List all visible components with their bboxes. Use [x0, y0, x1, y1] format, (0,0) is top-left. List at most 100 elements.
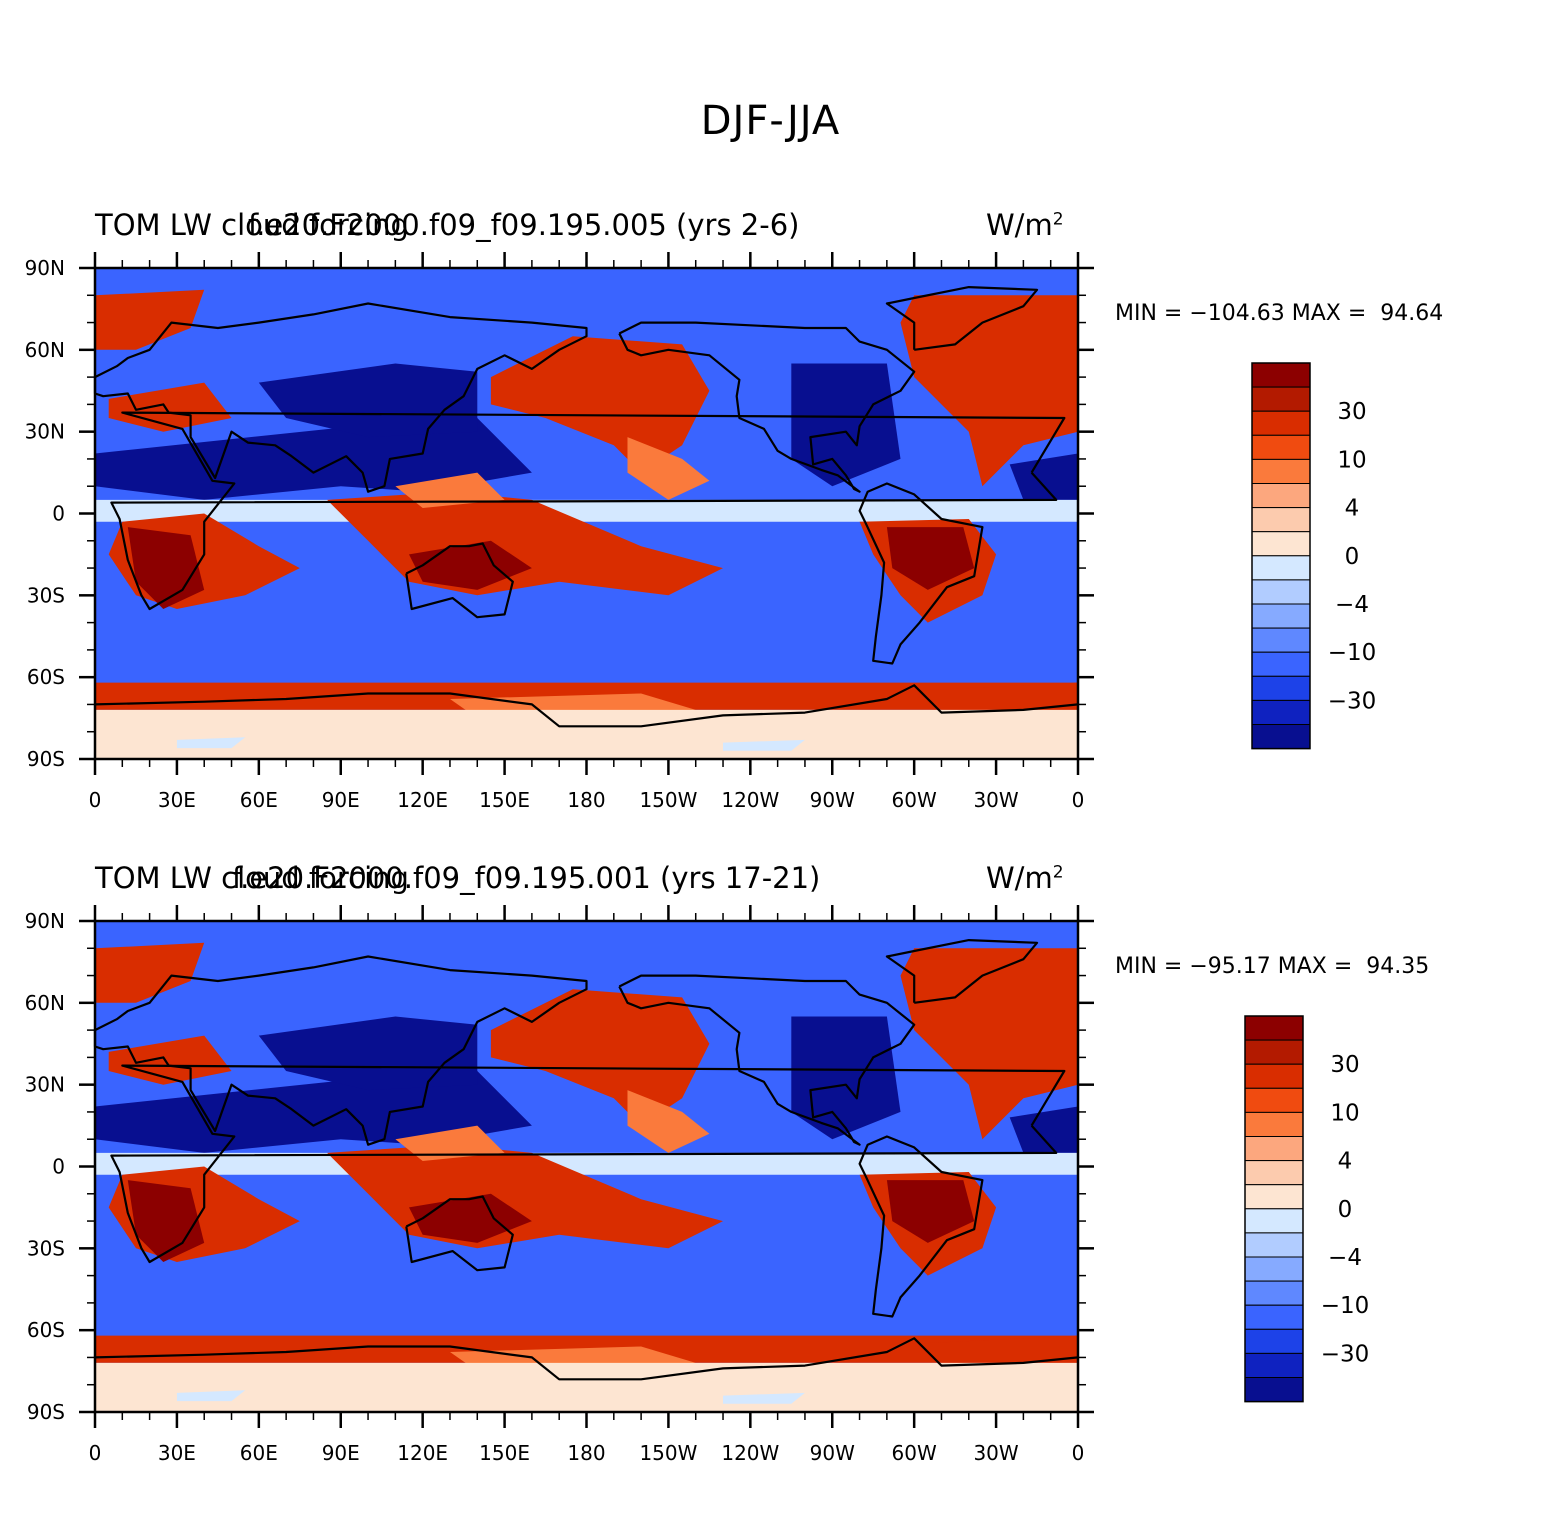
contour-region: [95, 1362, 1078, 1412]
contour-region: [791, 363, 901, 487]
colorbar-label: −10: [1328, 640, 1377, 666]
lat-label: 0: [52, 502, 65, 526]
coastline: [94, 1337, 1079, 1381]
lat-label: 60N: [25, 338, 65, 362]
contour-region: [108, 1035, 232, 1085]
colorbar-swatch: [1251, 434, 1311, 460]
coastline: [93, 955, 588, 1146]
colorbar-swatch: [1251, 699, 1311, 726]
lon-label: 90E: [322, 788, 360, 812]
lon-label: 150E: [479, 1441, 530, 1465]
lon-label: 60E: [240, 788, 278, 812]
coastline: [94, 684, 1079, 728]
colorbar-swatch: [1244, 1377, 1304, 1403]
lat-label: 60N: [25, 991, 65, 1015]
colorbar-frame: [1251, 362, 1311, 750]
colorbar-swatch: [1251, 410, 1311, 436]
map-panel-bottom: 90N 60N 30N 0 30S 60S 90S 0 30E 60E 90E 120E 150E 180…: [0, 653, 1541, 1473]
lon-label: 120W: [721, 788, 779, 812]
contour-region: [914, 682, 1078, 710]
lat-label: 30S: [27, 1236, 65, 1260]
colorbar-label: −30: [1321, 1341, 1370, 1367]
lon-label: 120E: [397, 788, 448, 812]
case-label: f.e20.F2000.f09_f09.195.001 (yrs 17-21): [232, 861, 821, 895]
lon-label: 120E: [397, 1441, 448, 1465]
contour-region: [95, 709, 1078, 759]
colorbar-label: −4: [1328, 1245, 1362, 1271]
contour-region: [258, 363, 478, 438]
colorbar-swatch: [1244, 1352, 1304, 1379]
contour-field: [95, 942, 1078, 1412]
colorbar-swatch: [1244, 1160, 1304, 1186]
contour-region: [127, 1180, 205, 1262]
colorbar-swatch: [1251, 555, 1311, 581]
contour-region: [95, 609, 1078, 683]
coastline: [110, 1064, 1066, 1264]
contour-region: [95, 418, 532, 500]
units-label: W/m2: [986, 208, 1064, 242]
colorbar-label: 10: [1337, 447, 1366, 473]
colorbar-swatch: [1244, 1208, 1304, 1234]
lon-label: 60E: [240, 1441, 278, 1465]
contour-region: [258, 1016, 478, 1091]
colorbar-label: 30: [1337, 399, 1366, 425]
contour-region: [490, 336, 710, 473]
colorbar-swatch: [1244, 1015, 1304, 1041]
coastline: [110, 411, 1066, 611]
lon-label: 150E: [479, 788, 530, 812]
figure-title: DJF-JJA: [700, 98, 841, 144]
coastline: [405, 1195, 514, 1272]
colorbar-swatch: [1251, 651, 1311, 677]
lon-label: 60W: [892, 788, 937, 812]
lat-label: 90S: [27, 1400, 65, 1424]
colorbar-label: −4: [1335, 592, 1369, 618]
lon-label: 180: [567, 788, 605, 812]
colorbar-swatch: [1244, 1111, 1304, 1137]
variable-label: TOM LW cloud forcing: [95, 208, 409, 242]
colorbar-swatch: [1244, 1063, 1304, 1089]
coastline: [885, 939, 1039, 1004]
colorbar-swatch: [1251, 724, 1311, 750]
map-panel-top: 90N 60N 30N 0 30S 60S 90S 0 30E 60E 90E 120E 150E 180…: [25, 208, 1444, 812]
contour-region: [791, 1016, 901, 1140]
colorbar-swatch: [1251, 458, 1311, 484]
colorbar-swatch: [1244, 1136, 1304, 1162]
contour-region: [723, 739, 805, 751]
colorbar-swatch: [1244, 1087, 1304, 1113]
contour-region: [914, 1335, 1078, 1363]
lon-label: 90E: [322, 1441, 360, 1465]
contour-region: [1009, 453, 1078, 500]
lon-label: 0: [89, 788, 102, 812]
colorbar-swatch: [1251, 483, 1311, 509]
variable-label: TOM LW cloud forcing: [95, 861, 409, 895]
lat-label: 30N: [25, 420, 65, 444]
lon-label: 120W: [721, 1441, 779, 1465]
contour-region: [627, 437, 710, 500]
contour-region: [95, 1262, 1078, 1336]
units-label: W/m2: [986, 861, 1064, 895]
coastlines: [93, 939, 1079, 1381]
coastline: [93, 302, 588, 493]
colorbar-label: −30: [1328, 688, 1377, 714]
colorbar-swatch: [1244, 1280, 1304, 1306]
colorbar-label: −10: [1321, 1293, 1370, 1319]
contour-region: [886, 1180, 975, 1243]
lat-label: 30N: [25, 1073, 65, 1097]
lat-label: 90S: [27, 747, 65, 771]
lon-label: 30E: [158, 1441, 196, 1465]
colorbar-label: 4: [1345, 496, 1360, 522]
lon-label: 0: [89, 1441, 102, 1465]
contour-region: [627, 1090, 710, 1153]
contour-region: [127, 527, 205, 609]
colorbar-swatch: [1251, 362, 1311, 388]
contour-region: [395, 472, 505, 508]
colorbar-swatch: [1244, 1328, 1304, 1354]
contour-region: [900, 295, 1078, 487]
contour-field: [95, 289, 1078, 759]
coastline: [618, 321, 916, 493]
lon-label: 30E: [158, 788, 196, 812]
colorbar-swatch: [1251, 507, 1311, 533]
contour-region: [900, 948, 1078, 1140]
lon-label: 0: [1072, 788, 1085, 812]
contour-region: [95, 289, 205, 350]
